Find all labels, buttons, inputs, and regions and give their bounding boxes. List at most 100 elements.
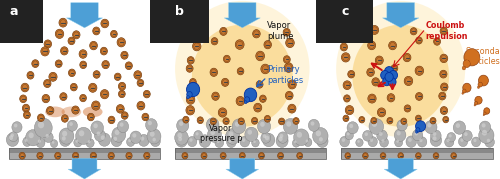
Circle shape [258, 153, 264, 159]
Circle shape [62, 115, 68, 122]
Circle shape [178, 133, 182, 138]
Circle shape [60, 47, 68, 55]
Circle shape [244, 101, 247, 104]
Circle shape [472, 137, 480, 147]
Circle shape [340, 43, 347, 51]
Circle shape [288, 104, 296, 113]
Circle shape [96, 131, 100, 136]
Circle shape [244, 88, 256, 102]
Circle shape [416, 37, 422, 44]
Circle shape [288, 80, 296, 89]
Circle shape [118, 82, 126, 90]
Circle shape [394, 138, 402, 147]
Circle shape [304, 138, 312, 147]
Ellipse shape [336, 1, 465, 137]
Circle shape [114, 130, 119, 135]
Circle shape [93, 71, 100, 78]
Circle shape [41, 47, 49, 56]
Circle shape [377, 130, 388, 141]
Circle shape [478, 75, 488, 86]
Circle shape [398, 153, 404, 159]
Circle shape [376, 56, 384, 65]
Circle shape [433, 153, 439, 159]
Circle shape [76, 140, 78, 143]
Circle shape [382, 77, 390, 86]
Circle shape [56, 29, 64, 38]
Bar [341, 148, 494, 159]
Circle shape [252, 117, 258, 124]
Circle shape [265, 136, 270, 140]
Circle shape [278, 118, 285, 125]
Circle shape [364, 132, 368, 136]
Circle shape [118, 90, 126, 98]
Circle shape [178, 137, 182, 141]
Circle shape [388, 41, 396, 50]
Circle shape [38, 114, 44, 122]
Circle shape [256, 81, 263, 88]
Circle shape [430, 134, 442, 146]
Circle shape [114, 137, 117, 141]
Ellipse shape [83, 107, 102, 117]
Circle shape [52, 141, 54, 144]
Circle shape [179, 121, 184, 126]
Circle shape [443, 116, 448, 123]
Circle shape [126, 62, 132, 70]
Circle shape [110, 30, 117, 38]
Circle shape [345, 153, 350, 159]
Circle shape [209, 120, 214, 125]
Circle shape [9, 135, 13, 140]
Circle shape [121, 112, 128, 119]
Circle shape [371, 117, 377, 124]
Circle shape [484, 108, 490, 114]
Circle shape [12, 122, 22, 133]
Circle shape [108, 152, 114, 159]
Bar [9, 148, 160, 159]
Circle shape [11, 134, 14, 137]
Text: a: a [9, 5, 18, 18]
Circle shape [130, 131, 141, 144]
Circle shape [32, 60, 39, 67]
Bar [341, 154, 494, 159]
Circle shape [188, 136, 197, 147]
Circle shape [463, 60, 470, 68]
Circle shape [432, 136, 436, 141]
Circle shape [226, 137, 236, 147]
Circle shape [188, 57, 194, 64]
Circle shape [283, 28, 290, 36]
Circle shape [56, 60, 62, 67]
Circle shape [440, 83, 448, 91]
Circle shape [387, 94, 395, 102]
Circle shape [176, 135, 188, 147]
Circle shape [102, 61, 110, 69]
Circle shape [72, 31, 80, 39]
Circle shape [486, 139, 490, 142]
Circle shape [196, 132, 198, 136]
Circle shape [440, 107, 448, 115]
Ellipse shape [192, 25, 292, 127]
Circle shape [144, 90, 150, 98]
Circle shape [117, 38, 126, 47]
Bar [175, 148, 326, 154]
Circle shape [278, 132, 288, 143]
Ellipse shape [45, 107, 65, 117]
Circle shape [245, 127, 258, 142]
Circle shape [462, 92, 464, 94]
Circle shape [212, 92, 220, 100]
Circle shape [240, 153, 246, 159]
Circle shape [256, 51, 264, 61]
Circle shape [244, 97, 250, 103]
Circle shape [6, 133, 18, 146]
Circle shape [62, 136, 66, 141]
Circle shape [60, 93, 67, 101]
Circle shape [27, 71, 34, 79]
Circle shape [370, 25, 378, 34]
Circle shape [474, 101, 478, 105]
Circle shape [38, 139, 41, 143]
Polygon shape [226, 158, 258, 179]
Circle shape [68, 37, 75, 45]
Circle shape [296, 132, 302, 138]
Circle shape [60, 134, 71, 146]
Circle shape [316, 130, 321, 136]
Circle shape [14, 124, 18, 127]
Circle shape [252, 139, 259, 147]
